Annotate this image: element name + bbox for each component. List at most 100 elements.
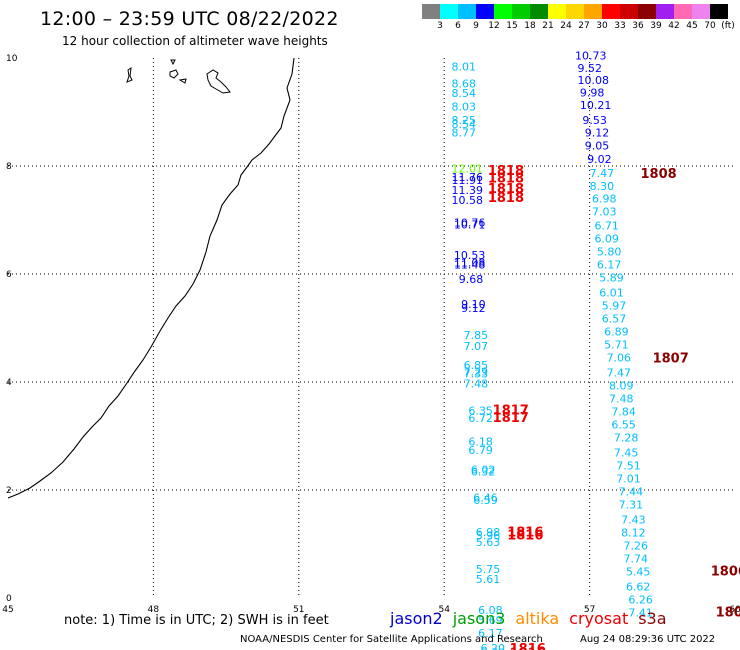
wave-height-value: 5.73 bbox=[481, 646, 506, 650]
pass-time-label: 1817 bbox=[493, 403, 529, 418]
wave-height-value: 7.48 bbox=[609, 393, 634, 406]
legend-label: 24 bbox=[560, 21, 572, 31]
pass-time-label: 1818 bbox=[488, 172, 524, 187]
wave-height-value: 10.21 bbox=[580, 99, 612, 112]
wave-height-value: 6.26 bbox=[628, 593, 653, 606]
pass-time-label: 1808 bbox=[640, 167, 676, 182]
legend-label: 39 bbox=[650, 21, 662, 31]
wave-height-value: 9.12 bbox=[461, 302, 486, 315]
island-3 bbox=[206, 69, 231, 94]
wave-height-value: 7.85 bbox=[464, 329, 489, 342]
wave-height-value: 5.80 bbox=[597, 246, 622, 259]
wave-height-value: 8.30 bbox=[590, 180, 615, 193]
legend-swatch bbox=[548, 4, 566, 19]
observation-layer: 8.018.688.548.038.258.548.7712.0111.7611… bbox=[451, 50, 652, 650]
map-title: 12:00 – 23:59 UTC 08/22/2022 bbox=[40, 8, 339, 30]
wave-height-value: 7.47 bbox=[607, 367, 632, 380]
wave-height-value: 5.71 bbox=[604, 339, 629, 352]
satellite-legend: jason2 jason3 altika cryosat s3a bbox=[390, 609, 677, 628]
legend-swatch bbox=[602, 4, 620, 19]
wave-height-value: 10.71 bbox=[454, 219, 486, 232]
x-tick-label: 54 bbox=[438, 605, 450, 615]
legend-label: 36 bbox=[632, 21, 644, 31]
wave-height-value: 6.57 bbox=[602, 313, 627, 326]
wave-height-value: 6.59 bbox=[473, 494, 498, 507]
color-scale-swatches bbox=[422, 4, 728, 19]
wave-height-value: 7.48 bbox=[464, 377, 489, 390]
x-tick-label: 45 bbox=[2, 605, 13, 615]
wave-height-value: 9.98 bbox=[580, 86, 605, 99]
legend-swatch bbox=[692, 4, 710, 19]
satellite-altika: altika bbox=[515, 609, 560, 628]
wave-height-value: 5.69 bbox=[478, 614, 503, 627]
wave-height-value: 8.01 bbox=[451, 60, 476, 73]
color-scale-legend: 3 6 9 12 15 18 21 24 27 30 33 36 39 42 45 70 (ft) bbox=[422, 4, 735, 33]
wave-height-value: 8.54 bbox=[451, 118, 476, 131]
satellite-cryosat: cryosat bbox=[569, 609, 629, 628]
wave-height-value: 6.02 bbox=[471, 463, 496, 476]
wave-height-value: 10.73 bbox=[575, 50, 607, 63]
legend-label: 30 bbox=[596, 21, 608, 31]
y-tick-label: 8 bbox=[6, 162, 12, 172]
wave-height-value: 7.01 bbox=[616, 472, 641, 485]
wave-height-value: 6.98 bbox=[476, 526, 501, 539]
island-1 bbox=[126, 66, 133, 83]
y-tick-label: 4 bbox=[6, 378, 12, 388]
wave-height-value: 7.07 bbox=[464, 340, 489, 353]
legend-swatch bbox=[566, 4, 584, 19]
legend-swatch bbox=[638, 4, 656, 19]
wave-height-value: 7.45 bbox=[614, 447, 639, 460]
wave-height-value: 6.55 bbox=[611, 418, 636, 431]
x-tick-label: 60 bbox=[729, 605, 740, 615]
island-2 bbox=[169, 59, 187, 84]
wave-height-value: 5.61 bbox=[476, 573, 501, 586]
axis-labels: 45 48 51 54 57 60 0 2 4 6 8 10 bbox=[2, 54, 740, 615]
wave-height-value: 7.47 bbox=[590, 167, 615, 180]
wave-height-value: 10.08 bbox=[577, 74, 609, 87]
pass-time-label: 1806 bbox=[711, 564, 740, 579]
wave-height-value: 5.89 bbox=[599, 272, 624, 285]
wave-height-value: 7.03 bbox=[592, 206, 617, 219]
legend-label: 12 bbox=[488, 21, 500, 31]
wave-height-value: 6.46 bbox=[473, 491, 498, 504]
pass-time-label: 1816 bbox=[510, 646, 546, 650]
y-tick-label: 2 bbox=[6, 486, 12, 496]
pass-time-label: 1817 bbox=[493, 411, 529, 426]
wave-height-value: 7.43 bbox=[621, 513, 646, 526]
legend-swatch bbox=[440, 4, 458, 19]
wave-height-value: 10.53 bbox=[454, 249, 486, 262]
x-tick-label: 51 bbox=[293, 605, 304, 615]
wave-height-value: 7.28 bbox=[614, 431, 639, 444]
pass-time-label: 1818 bbox=[488, 182, 524, 197]
wave-height-value: 6.62 bbox=[626, 580, 651, 593]
y-tick-label: 0 bbox=[6, 594, 12, 604]
pass-time-label: 1818 bbox=[488, 164, 524, 179]
wave-height-value: 8.25 bbox=[451, 114, 476, 127]
wave-height-value: 6.98 bbox=[592, 193, 617, 206]
pass-time-label: 1807 bbox=[653, 352, 689, 367]
pass-time-label: 1816 bbox=[507, 525, 543, 540]
satellite-jason3: jason3 bbox=[452, 609, 506, 628]
wave-height-value: 7.41 bbox=[628, 606, 653, 619]
legend-label: 70 bbox=[704, 21, 716, 31]
legend-swatch bbox=[674, 4, 692, 19]
legend-swatch bbox=[620, 4, 638, 19]
wave-height-value: 6.32 bbox=[471, 465, 496, 478]
wave-height-value: 9.12 bbox=[585, 126, 610, 139]
legend-label: 33 bbox=[614, 21, 626, 31]
x-tick-label: 57 bbox=[584, 605, 595, 615]
wave-height-value: 6.01 bbox=[599, 287, 624, 300]
wave-height-value: 11.48 bbox=[454, 259, 486, 272]
legend-swatch bbox=[584, 4, 602, 19]
wave-height-value: 6.85 bbox=[464, 359, 489, 372]
y-tick-label: 10 bbox=[6, 54, 18, 64]
pass-time-label: 1816 bbox=[510, 642, 546, 650]
legend-swatch bbox=[656, 4, 674, 19]
wave-height-value: 8.68 bbox=[451, 78, 476, 91]
satellite-jason2: jason2 bbox=[390, 609, 443, 628]
legend-swatch bbox=[530, 4, 548, 19]
wave-height-value: 9.10 bbox=[461, 298, 486, 311]
wave-height-value: 6.35 bbox=[468, 404, 493, 417]
wave-height-value: 7.31 bbox=[619, 498, 644, 511]
